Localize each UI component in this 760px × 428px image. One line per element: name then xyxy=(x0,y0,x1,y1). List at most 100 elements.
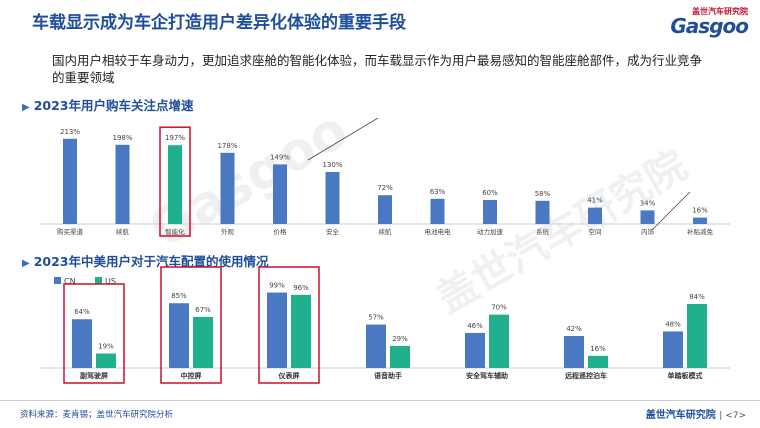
growth-category-label: 续航 xyxy=(116,227,130,236)
legend-swatch-cn xyxy=(54,277,61,284)
usage-bar-us xyxy=(291,294,311,368)
page-number: | <7> xyxy=(719,411,746,421)
footer-brand: 盖世汽车研究院 | <7> xyxy=(646,406,746,421)
growth-category-label: 价格 xyxy=(274,227,288,236)
growth-bar xyxy=(378,195,392,224)
footer-source: 资料来源：麦肯锡；盖世汽车研究院分析 xyxy=(20,410,174,420)
growth-value-label: 60% xyxy=(482,189,498,197)
decor-diagonal-line xyxy=(307,117,379,161)
growth-value-label: 213% xyxy=(60,128,80,136)
growth-category-label: 电池电电 xyxy=(425,227,452,236)
section-heading-growth: ▶ 2023年用户购车关注点增速 xyxy=(22,95,194,114)
growth-bar xyxy=(483,200,497,224)
growth-category-label: 空间 xyxy=(589,227,602,236)
usage-category-label: 中控屏 xyxy=(181,371,202,380)
growth-category-label: 安全 xyxy=(326,227,340,236)
usage-value-label-cn: 57% xyxy=(368,314,384,322)
usage-value-label-cn: 48% xyxy=(665,320,681,328)
gasgoo-logo: 盖世汽车研究院 Gasgoo xyxy=(650,6,750,40)
growth-category-label: 补贴减免 xyxy=(687,227,714,236)
footer-brand-text: 盖世汽车研究院 xyxy=(645,410,716,421)
usage-value-label-us: 16% xyxy=(590,345,606,353)
usage-highlight-box xyxy=(258,266,320,384)
usage-category-label: 副驾驶屏 xyxy=(80,371,108,380)
growth-bar xyxy=(168,145,182,224)
growth-value-label: 63% xyxy=(430,188,446,196)
growth-bar xyxy=(430,198,445,224)
growth-bar xyxy=(640,210,655,224)
growth-category-label: 动力加速 xyxy=(477,227,504,236)
growth-value-label: 34% xyxy=(640,199,656,207)
logo-word: Gasgoo xyxy=(670,14,749,38)
growth-bar xyxy=(63,138,77,224)
usage-bar-us xyxy=(193,316,213,368)
usage-value-label-us: 70% xyxy=(491,304,507,312)
growth-value-label: 149% xyxy=(270,153,290,161)
usage-bar-cn xyxy=(366,324,386,368)
page-number-value: <7> xyxy=(725,411,746,421)
usage-bar-cn xyxy=(564,336,584,368)
usage-value-label-cn: 64% xyxy=(74,308,90,316)
usage-value-label-cn: 85% xyxy=(171,292,187,300)
usage-bar-cn xyxy=(663,331,683,368)
section-heading-usage: ▶ 2023年中美用户对于汽车配置的使用情况 xyxy=(22,251,269,270)
growth-category-label: 外观 xyxy=(221,227,235,236)
growth-bar xyxy=(693,217,707,224)
usage-bar-us xyxy=(96,353,116,368)
usage-category-label: 语音助手 xyxy=(374,371,402,380)
usage-bar-us xyxy=(687,304,707,368)
usage-category-label: 远程遥控泊车 xyxy=(565,371,607,380)
growth-category-label: 系统 xyxy=(536,227,550,236)
decor-diagonal-line xyxy=(651,191,691,231)
growth-bar xyxy=(220,152,235,224)
growth-value-label: 178% xyxy=(217,142,237,150)
section-heading-usage-text: 2023年中美用户对于汽车配置的使用情况 xyxy=(33,254,269,269)
growth-category-label: 内饰 xyxy=(641,227,655,236)
usage-category-label: 仪表屏 xyxy=(278,371,300,380)
usage-bar-us xyxy=(390,345,410,368)
usage-value-label-cn: 99% xyxy=(269,282,285,290)
legend-swatch-us xyxy=(95,277,102,284)
growth-bar xyxy=(535,200,550,224)
usage-value-label-us: 19% xyxy=(98,343,114,351)
growth-value-label: 72% xyxy=(377,184,393,192)
growth-bar xyxy=(325,172,340,224)
usage-bar-us xyxy=(489,314,509,368)
growth-value-label: 198% xyxy=(112,134,132,142)
legend-label-us: US xyxy=(105,277,116,286)
usage-bar-cn xyxy=(267,292,287,368)
growth-category-label: 智能化 xyxy=(165,227,185,236)
section-heading-growth-text: 2023年用户购车关注点增速 xyxy=(33,98,194,113)
growth-value-label: 16% xyxy=(692,207,708,215)
growth-value-label: 130% xyxy=(322,161,342,169)
usage-bar-cn xyxy=(169,303,189,368)
footer-divider xyxy=(0,400,760,401)
growth-bar xyxy=(115,144,130,224)
growth-value-label: 41% xyxy=(587,197,603,205)
usage-value-label-us: 29% xyxy=(392,335,408,343)
usage-value-label-us: 84% xyxy=(689,293,705,301)
growth-category-label: 续航 xyxy=(379,227,393,236)
usage-highlight-box xyxy=(63,283,125,384)
usage-bar-cn xyxy=(72,319,92,368)
usage-highlight-box xyxy=(160,266,222,384)
growth-value-label: 197% xyxy=(165,134,185,142)
usage-value-label-us: 67% xyxy=(195,306,211,314)
usage-value-label-cn: 42% xyxy=(566,325,582,333)
usage-bar-us xyxy=(588,355,608,368)
triangle-bullet-icon: ▶ xyxy=(22,258,30,269)
legend-label-cn: CN xyxy=(64,277,76,286)
growth-highlight-box xyxy=(159,126,191,237)
usage-value-label-cn: 46% xyxy=(467,322,483,330)
usage-category-label: 单踏板模式 xyxy=(668,371,703,380)
growth-bar xyxy=(588,207,602,224)
usage-category-label: 安全驾车辅助 xyxy=(466,371,508,380)
page-subtitle: 国内用户相较于车身动力，更加追求座舱的智能化体验，而车载显示作为用户最易感知的智… xyxy=(52,53,703,85)
triangle-bullet-icon: ▶ xyxy=(22,102,30,113)
growth-bar xyxy=(273,164,287,224)
growth-value-label: 58% xyxy=(535,190,551,198)
page-title: 车载显示成为车企打造用户差异化体验的重要手段 xyxy=(32,13,406,33)
logo-brand: 盖世汽车研究院 xyxy=(692,7,748,16)
usage-bar-cn xyxy=(465,332,485,368)
